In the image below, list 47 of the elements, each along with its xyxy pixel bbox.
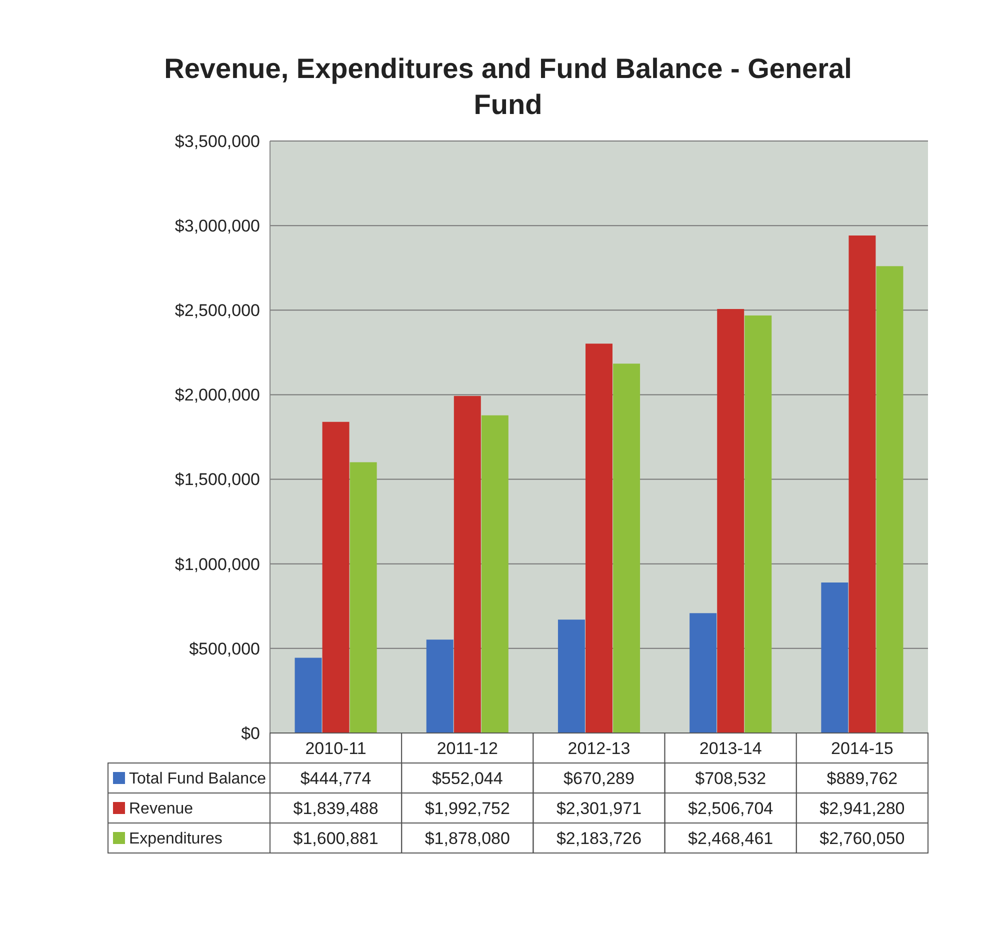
data-label: $1,992,752 (424, 798, 510, 818)
y-tick-label: $500,000 (189, 639, 260, 658)
bar (586, 344, 612, 733)
data-label: $2,941,280 (820, 798, 905, 818)
legend-label: Revenue (129, 800, 194, 818)
data-label: $1,839,488 (293, 798, 378, 818)
bar (322, 422, 350, 733)
data-label: $1,878,080 (424, 828, 510, 848)
data-label: $2,301,971 (556, 798, 642, 818)
y-tick-label: $0 (241, 724, 260, 743)
bar (744, 315, 772, 733)
bar (350, 462, 377, 733)
x-tick-label: 2011-12 (436, 738, 498, 758)
chart-title: Revenue, Expenditures and Fund Balance - General Fund (164, 53, 852, 120)
bar (876, 266, 904, 733)
bar (848, 236, 876, 733)
bar (690, 613, 717, 733)
bar (454, 396, 481, 733)
data-label: $2,468,461 (688, 828, 774, 848)
bar (821, 582, 848, 733)
data-label: $2,760,050 (820, 828, 905, 848)
bar (426, 640, 454, 733)
data-label: $444,774 (300, 768, 372, 788)
bar (558, 620, 585, 733)
y-tick-label: $1,500,000 (174, 470, 260, 490)
bar (613, 364, 640, 733)
y-tick-label: $2,500,000 (174, 301, 260, 320)
data-label: $2,506,704 (688, 798, 774, 818)
x-tick-label: 2012-13 (568, 738, 630, 758)
bar (294, 658, 322, 733)
y-tick-label: $2,000,000 (174, 386, 260, 405)
y-tick-label: $1,000,000 (174, 554, 260, 574)
data-label: $889,762 (826, 768, 898, 788)
y-tick-label: $3,000,000 (174, 216, 260, 236)
x-tick-label: 2010-11 (305, 738, 366, 758)
x-tick-label: 2014-15 (831, 738, 894, 758)
data-label: $1,600,881 (293, 828, 378, 848)
data-label: $2,183,726 (556, 828, 642, 848)
bar (717, 309, 744, 733)
data-label: $670,289 (564, 768, 634, 788)
legend-label: Total Fund Balance (129, 770, 266, 788)
data-label: $552,044 (432, 768, 503, 788)
x-tick-label: 2013-14 (699, 738, 762, 758)
data-label: $708,532 (695, 768, 766, 788)
bar (481, 415, 508, 733)
legend-label: Expenditures (129, 830, 222, 848)
y-tick-label: $3,500,000 (174, 132, 260, 151)
